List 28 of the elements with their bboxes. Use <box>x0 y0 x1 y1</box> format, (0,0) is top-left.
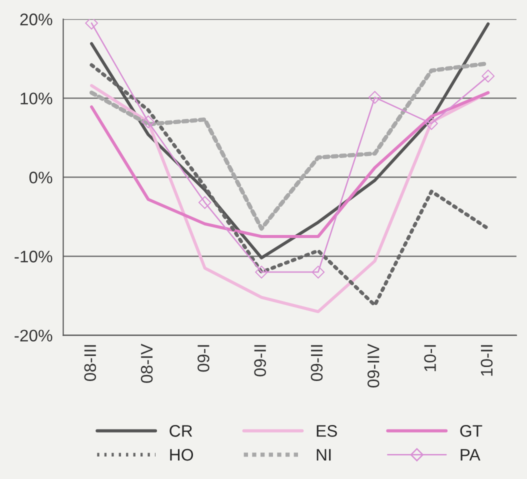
y-tick-label: -10% <box>14 250 52 262</box>
legend-label: NI <box>316 449 331 461</box>
point <box>482 70 495 82</box>
x-tick-label: 08-IV <box>140 344 153 383</box>
point <box>142 115 155 128</box>
x-tick-label: 09-III <box>310 345 323 381</box>
legend-label: PA <box>460 449 480 461</box>
x-tick-label: 08-III <box>84 345 96 381</box>
x-tick-label: 09-IIV <box>368 344 380 388</box>
legend-label: GT <box>460 425 482 437</box>
y-tick-label: -20% <box>14 330 52 342</box>
legend-label: ES <box>316 425 337 437</box>
y-tick-label: 20% <box>20 14 52 26</box>
x-tick-label: 10-II <box>480 345 493 376</box>
x-tick-label: 09-II <box>254 345 266 376</box>
point <box>368 90 382 104</box>
point <box>85 19 98 30</box>
legend-label: CR <box>170 425 192 437</box>
point <box>425 117 438 130</box>
point <box>312 266 325 278</box>
x-tick-label: 09-I <box>198 345 210 372</box>
point <box>255 266 268 278</box>
point <box>198 196 212 209</box>
x-tick-label: 10-I <box>424 345 436 372</box>
y-tick-label: 10% <box>20 92 52 104</box>
line-series <box>90 91 490 238</box>
y-tick-label: 0% <box>29 172 52 184</box>
legend-label: HO <box>170 448 194 461</box>
